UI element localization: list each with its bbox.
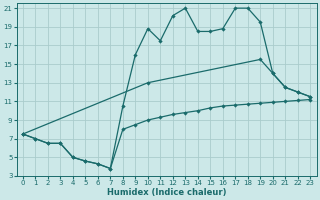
X-axis label: Humidex (Indice chaleur): Humidex (Indice chaleur) (107, 188, 226, 197)
